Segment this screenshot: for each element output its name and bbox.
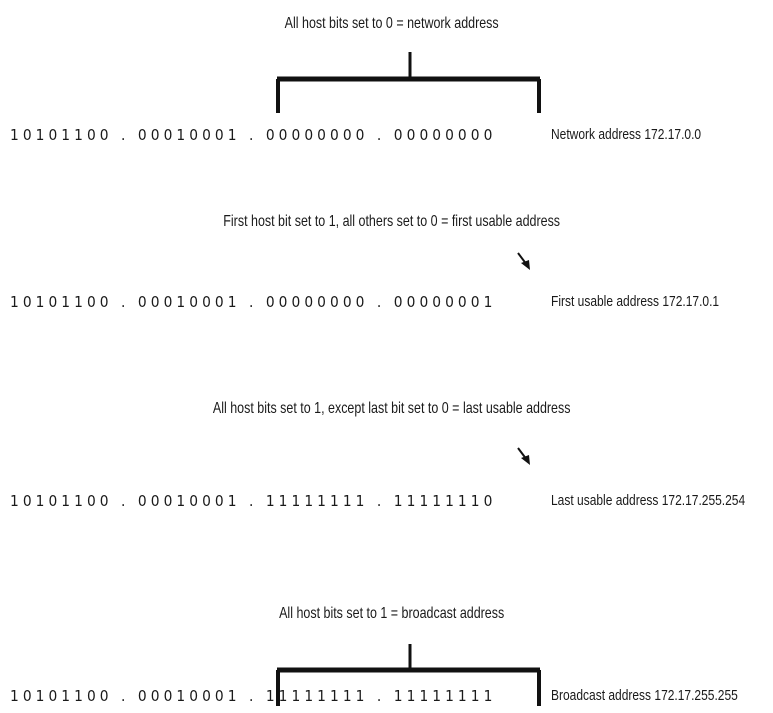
bits-network-address: 10101100 . 00010001 . 00000000 . 0000000…: [10, 126, 497, 144]
host-bits-bracket-network: [276, 52, 541, 113]
bits-first-usable-address: 10101100 . 00010001 . 00000000 . 0000000…: [10, 293, 497, 311]
label-network-address: Network address 172.17.0.0: [551, 126, 702, 143]
last-bit-arrow-first-usable: [517, 252, 530, 270]
note-network-address: All host bits set to 0 = network address: [284, 15, 499, 32]
label-broadcast-address: Broadcast address 172.17.255.255: [551, 687, 738, 704]
row-broadcast-address: 10101100 . 00010001 . 11111111 . 1111111…: [0, 685, 773, 707]
bits-last-usable-address: 10101100 . 00010001 . 11111111 . 1111111…: [10, 492, 497, 510]
row-network-address: 10101100 . 00010001 . 00000000 . 0000000…: [0, 124, 773, 146]
host-bits-bracket-broadcast: [276, 644, 541, 706]
row-last-usable-address: 10101100 . 00010001 . 11111111 . 1111111…: [0, 490, 773, 512]
last-bit-arrow-last-usable: [517, 447, 530, 465]
row-first-usable-address: 10101100 . 00010001 . 00000000 . 0000000…: [0, 291, 773, 313]
note-broadcast-address: All host bits set to 1 = broadcast addre…: [279, 605, 505, 622]
label-first-usable-address: First usable address 172.17.0.1: [551, 293, 720, 310]
label-last-usable-address: Last usable address 172.17.255.254: [551, 492, 746, 509]
bits-broadcast-address: 10101100 . 00010001 . 11111111 . 1111111…: [10, 687, 497, 705]
note-last-usable-address: All host bits set to 1, except last bit …: [212, 400, 571, 417]
note-first-usable-address: First host bit set to 1, all others set …: [223, 213, 561, 230]
